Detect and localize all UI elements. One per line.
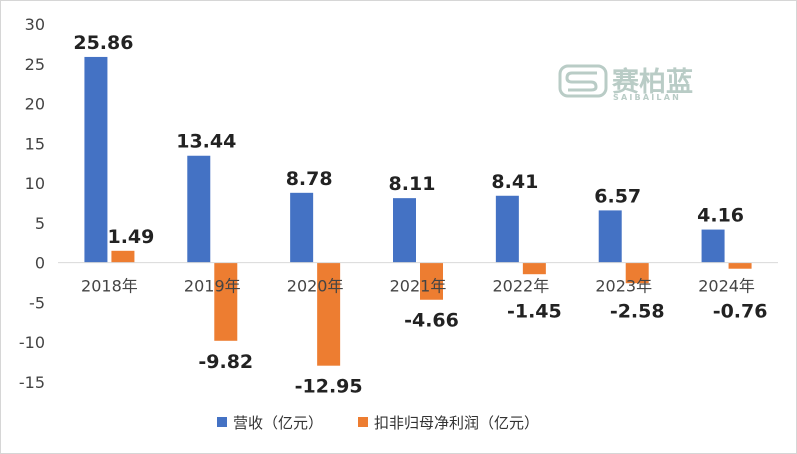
data-label-net-profit: -12.95 xyxy=(295,376,363,398)
y-tick-label: -10 xyxy=(19,333,45,352)
x-tick-label: 2024年 xyxy=(698,277,755,296)
bar-net-profit-1 xyxy=(214,262,238,341)
data-label-revenue: 8.11 xyxy=(389,173,436,195)
data-label-revenue: 8.41 xyxy=(491,171,538,193)
data-label-net-profit: -1.45 xyxy=(507,301,562,323)
y-tick-label: 5 xyxy=(35,214,45,233)
x-tick-label: 2022年 xyxy=(492,277,549,296)
data-label-revenue: 13.44 xyxy=(176,131,236,153)
legend-swatch-revenue xyxy=(217,417,227,427)
bar-revenue-2 xyxy=(290,192,314,263)
y-tick-label: 15 xyxy=(25,134,45,153)
bar-revenue-6 xyxy=(701,229,725,263)
watermark-logo-s-icon xyxy=(565,71,598,92)
bar-revenue-5 xyxy=(598,210,622,263)
watermark: 赛柏蓝 SAIBAILAN xyxy=(558,64,693,102)
bar-revenue-3 xyxy=(393,198,416,263)
y-tick-label: 25 xyxy=(25,55,45,74)
bars xyxy=(84,56,752,366)
data-label-revenue: 25.86 xyxy=(73,32,133,54)
watermark-logo-icon xyxy=(558,64,608,98)
bar-net-profit-3 xyxy=(420,262,443,300)
bar-net-profit-2 xyxy=(317,262,341,366)
x-tick-label: 2023年 xyxy=(595,277,652,296)
bar-net-profit-6 xyxy=(728,262,752,269)
data-label-net-profit: -4.66 xyxy=(404,310,459,332)
legend-swatch-net-profit xyxy=(358,417,368,427)
y-axis: -15 -10 -5 0 5 10 15 20 25 30 xyxy=(19,15,45,392)
data-label-net-profit: 1.49 xyxy=(107,226,154,248)
y-tick-label: 30 xyxy=(25,15,45,34)
bar-revenue-0 xyxy=(84,56,108,263)
legend-label-net-profit: 扣非归母净利润（亿元） xyxy=(374,414,539,432)
x-tick-label: 2020年 xyxy=(287,277,344,296)
x-tick-label: 2021年 xyxy=(390,277,447,296)
bar-revenue-4 xyxy=(495,195,519,263)
x-tick-label: 2019年 xyxy=(184,277,241,296)
x-tick-label: 2018年 xyxy=(81,277,138,296)
x-axis: 2018年 2019年 2020年 2021年 2022年 2023年 2024年 xyxy=(58,262,778,296)
y-tick-label: -5 xyxy=(29,293,45,312)
legend-label-revenue: 营收（亿元） xyxy=(233,414,323,432)
data-label-revenue: 8.78 xyxy=(286,168,333,190)
data-label-net-profit: -9.82 xyxy=(198,351,253,373)
bar-net-profit-0 xyxy=(111,250,135,263)
bar-revenue-1 xyxy=(187,155,211,263)
watermark-text-cn: 赛柏蓝 xyxy=(611,66,693,98)
y-tick-label: 20 xyxy=(25,95,45,114)
y-tick-label: -15 xyxy=(19,373,45,392)
watermark-text-en: SAIBAILAN xyxy=(613,93,681,102)
y-tick-label: 10 xyxy=(25,174,45,193)
data-label-revenue: 4.16 xyxy=(697,205,744,227)
y-tick-label: 0 xyxy=(35,254,45,273)
legend: 营收（亿元） 扣非归母净利润（亿元） xyxy=(217,414,539,432)
data-label-net-profit: -2.58 xyxy=(610,301,665,323)
bar-net-profit-4 xyxy=(522,262,546,275)
data-labels: 25.86 1.49 13.44 -9.82 8.78 -12.95 8.11 -4.66 8.… xyxy=(73,32,767,398)
data-label-revenue: 6.57 xyxy=(594,185,641,207)
bar-net-profit-5 xyxy=(625,262,649,284)
data-label-net-profit: -0.76 xyxy=(713,301,768,323)
